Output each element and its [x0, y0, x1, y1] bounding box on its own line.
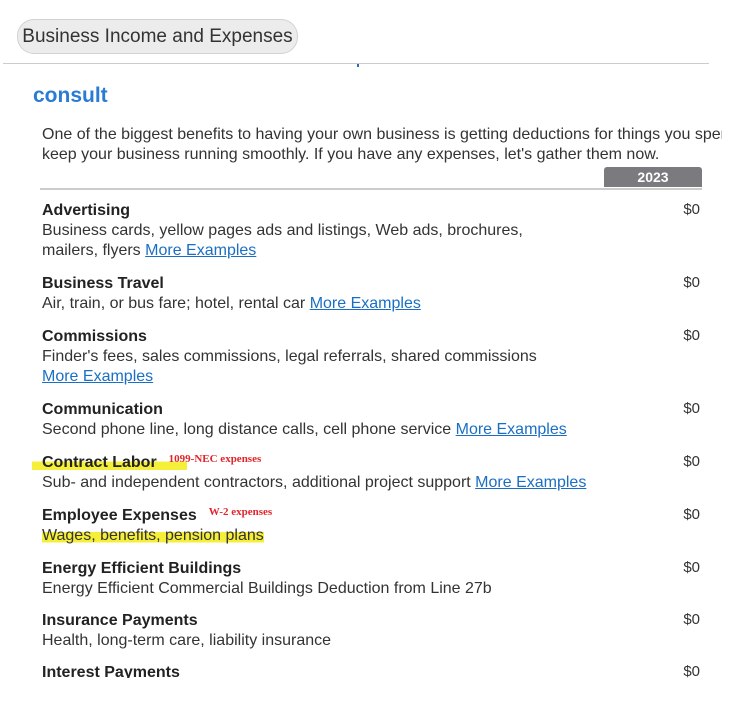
intro-line: keep your business running smoothly. If … — [42, 146, 660, 163]
row-description: Business cards, yellow pages ads and lis… — [42, 222, 523, 259]
row-description: Finder's fees, sales commissions, legal … — [42, 348, 537, 385]
intro-text: One of the biggest benefits to having yo… — [42, 125, 722, 165]
row-name: Energy Efficient Buildings — [42, 560, 242, 577]
row-value[interactable]: $0 — [683, 506, 700, 523]
annotation: W-2 expenses — [208, 506, 273, 518]
expense-row-business-travel[interactable]: Business Travel Air, train, or bus fare;… — [42, 274, 707, 314]
more-examples-link[interactable]: More Examples — [42, 368, 154, 385]
expense-row-interest-payments[interactable]: Interest Payments $0 — [42, 663, 707, 678]
row-value[interactable]: $0 — [683, 201, 700, 218]
row-description: Air, train, or bus fare; hotel, rental c… — [42, 295, 421, 312]
more-examples-link[interactable]: More Examples — [475, 474, 587, 491]
row-value[interactable]: $0 — [683, 274, 700, 291]
divider-mark — [357, 64, 359, 67]
row-value[interactable]: $0 — [683, 453, 700, 470]
row-name: Insurance Payments — [42, 612, 198, 629]
row-name: Contract Labor — [32, 454, 187, 471]
row-value[interactable]: $0 — [683, 400, 700, 417]
annotation: 1099-NEC expenses — [168, 453, 262, 465]
year-column-header: 2023 — [604, 167, 702, 187]
expense-row-commissions[interactable]: Commissions Finder's fees, sales commiss… — [42, 327, 707, 387]
intro-line: One of the biggest benefits to having yo… — [42, 126, 722, 143]
expense-row-contract-labor[interactable]: Contract Labor 1099-NEC expenses Sub- and… — [32, 453, 707, 493]
expense-row-employee-expenses[interactable]: Employee Expenses W-2 expenses Wages, ben… — [42, 506, 707, 546]
row-name: Business Travel — [42, 275, 164, 292]
row-value[interactable]: $0 — [683, 327, 700, 344]
row-description: Wages, benefits, pension plans — [42, 527, 264, 544]
row-name: Employee Expenses — [42, 507, 197, 524]
more-examples-link[interactable]: More Examples — [309, 295, 421, 312]
page-title: consult — [33, 84, 108, 107]
row-description: Sub- and independent contractors, additi… — [42, 474, 587, 491]
row-name: Interest Payments — [42, 664, 180, 678]
row-value[interactable]: $0 — [683, 559, 700, 576]
section-button[interactable]: Business Income and Expenses — [17, 19, 298, 54]
row-description: Health, long-term care, liability insura… — [42, 632, 332, 649]
row-name: Communication — [42, 401, 163, 418]
row-value[interactable]: $0 — [683, 663, 700, 678]
row-description: Second phone line, long distance calls, … — [42, 421, 567, 438]
expense-row-advertising[interactable]: Advertising Business cards, yellow pages… — [42, 201, 707, 261]
row-name: Advertising — [42, 202, 131, 219]
row-name: Commissions — [42, 328, 147, 345]
more-examples-link[interactable]: More Examples — [145, 242, 257, 259]
expense-row-energy-efficient-buildings[interactable]: Energy Efficient Buildings Energy Effici… — [42, 559, 707, 599]
expense-row-communication[interactable]: Communication Second phone line, long di… — [42, 400, 707, 440]
divider — [3, 63, 709, 64]
divider — [40, 188, 702, 190]
row-value[interactable]: $0 — [683, 611, 700, 628]
more-examples-link[interactable]: More Examples — [455, 421, 567, 438]
expense-row-insurance-payments[interactable]: Insurance Payments Health, long-term car… — [42, 611, 707, 651]
row-description: Energy Efficient Commercial Buildings De… — [42, 580, 492, 597]
